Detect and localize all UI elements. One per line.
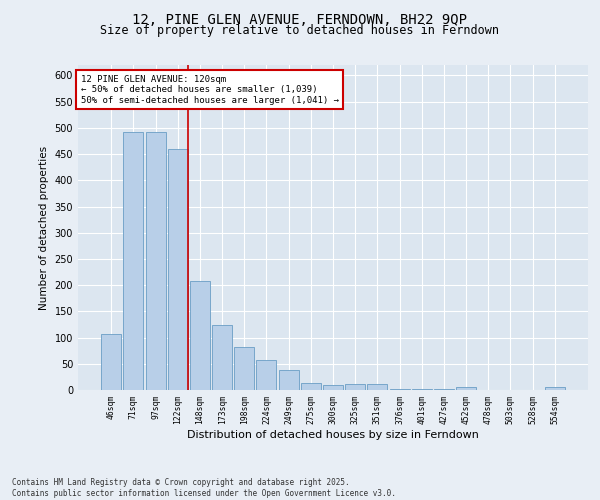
Bar (301, 382, 321, 390)
Bar (234, 347, 254, 390)
Text: 12 PINE GLEN AVENUE: 120sqm
← 50% of detached houses are smaller (1,039)
50% of : 12 PINE GLEN AVENUE: 120sqm ← 50% of det… (80, 74, 338, 104)
Bar (456, 388, 476, 390)
Bar (101, 334, 121, 390)
Bar (146, 132, 166, 390)
Bar (168, 149, 188, 390)
Bar (367, 384, 388, 390)
Bar (190, 282, 210, 390)
Bar (545, 388, 565, 390)
Bar (278, 370, 299, 390)
Y-axis label: Number of detached properties: Number of detached properties (39, 146, 49, 310)
X-axis label: Distribution of detached houses by size in Ferndown: Distribution of detached houses by size … (187, 430, 479, 440)
Bar (124, 132, 143, 390)
Bar (256, 360, 277, 390)
Text: Size of property relative to detached houses in Ferndown: Size of property relative to detached ho… (101, 24, 499, 37)
Bar (389, 389, 410, 390)
Text: 12, PINE GLEN AVENUE, FERNDOWN, BH22 9QP: 12, PINE GLEN AVENUE, FERNDOWN, BH22 9QP (133, 12, 467, 26)
Bar (323, 386, 343, 390)
Bar (212, 325, 232, 390)
Bar (345, 384, 365, 390)
Text: Contains HM Land Registry data © Crown copyright and database right 2025.
Contai: Contains HM Land Registry data © Crown c… (12, 478, 396, 498)
